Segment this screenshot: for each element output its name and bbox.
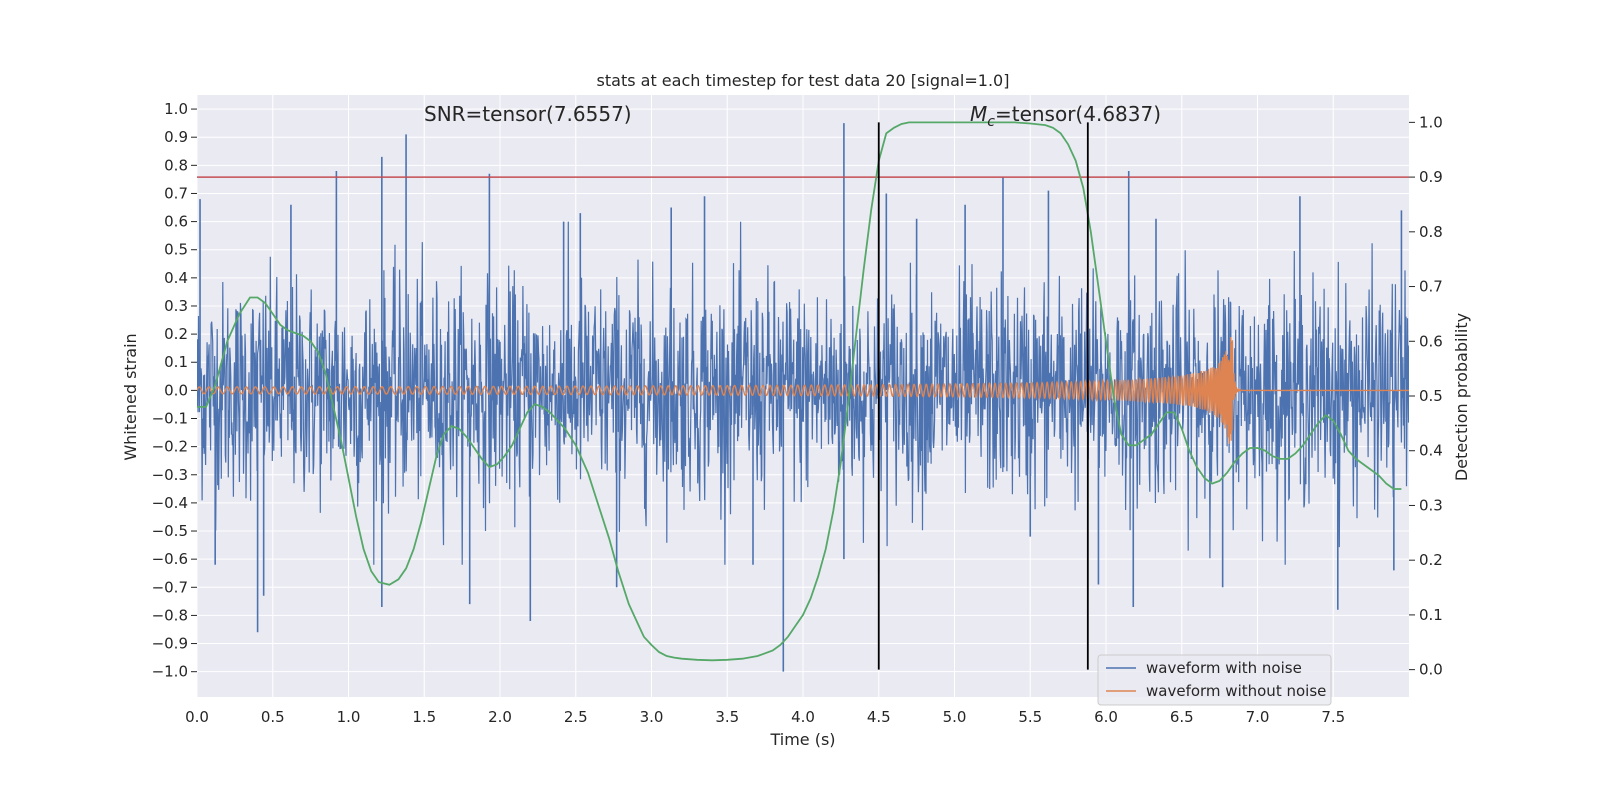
x-tick-label: 4.0	[791, 708, 815, 726]
chirp-mass-annotation: Mc=tensor(4.6837)	[970, 102, 1161, 130]
y-tick-label: 0.2	[164, 325, 188, 343]
y2-tick-label: 0.2	[1419, 551, 1443, 569]
y-tick-label: 0.9	[164, 128, 188, 146]
x-tick-label: 4.5	[867, 708, 891, 726]
x-tick-label: 5.0	[943, 708, 967, 726]
y-tick-label: 0.4	[164, 269, 188, 287]
y-tick-label: 0.8	[164, 156, 188, 174]
y-tick-label: 1.0	[164, 100, 188, 118]
chirp-mass-value: =tensor(4.6837)	[995, 102, 1161, 126]
chirp-mass-subscript: c	[987, 114, 995, 130]
y-tick-label: −0.6	[152, 550, 188, 568]
snr-annotation: SNR=tensor(7.6557)	[424, 102, 632, 126]
x-tick-label: 5.5	[1018, 708, 1042, 726]
x-tick-label: 1.5	[412, 708, 436, 726]
legend: waveform with noise waveform without noi…	[1097, 654, 1332, 706]
y-tick-labels: 1.0 0.9 0.8 0.7 0.6 0.5 0.4 0.3 0.2 0.1 0.0 −0.1 −0.…	[152, 100, 197, 681]
x-axis-label: Time (s)	[769, 730, 835, 749]
chirp-mass-symbol: M	[970, 102, 987, 126]
clean-trace	[197, 336, 1409, 444]
y-tick-label: −0.4	[152, 494, 188, 512]
x-tick-label: 2.5	[564, 708, 588, 726]
vertical-markers	[877, 122, 1089, 670]
y-tick-label: 0.3	[164, 297, 188, 315]
y-tick-label: 0.0	[164, 381, 188, 399]
x-tick-label: 6.5	[1170, 708, 1194, 726]
y-tick-label: 0.7	[164, 184, 188, 202]
x-tick-label: 6.0	[1094, 708, 1118, 726]
x-tick-label: 0.5	[261, 708, 285, 726]
y-tick-label: −0.7	[152, 578, 188, 596]
probability-line	[197, 121, 1402, 662]
y2-axis-label: Detection probability	[1452, 313, 1471, 481]
y-tick-label: −0.3	[152, 466, 188, 484]
x-tick-label: 0.0	[185, 708, 209, 726]
x-tick-label: 3.0	[640, 708, 664, 726]
y2-tick-label: 0.6	[1419, 332, 1443, 350]
x-tick-label: 2.0	[488, 708, 512, 726]
y2-tick-label: 0.7	[1419, 278, 1443, 296]
chart-title: stats at each timestep for test data 20 …	[597, 71, 1010, 90]
y2-tick-label: 0.1	[1419, 606, 1443, 624]
y-tick-label: 0.5	[164, 241, 188, 259]
y2-tick-labels: 1.0 0.9 0.8 0.7 0.6 0.5 0.4 0.3 0.2 0.1 0.0	[1409, 113, 1443, 679]
y-tick-label: −0.1	[152, 410, 188, 428]
y2-tick-label: 0.3	[1419, 496, 1443, 514]
y-tick-label: −0.5	[152, 522, 188, 540]
y-tick-label: −1.0	[152, 663, 188, 681]
x-tick-label: 3.5	[715, 708, 739, 726]
y2-tick-label: 0.0	[1419, 661, 1443, 679]
legend-label-clean: waveform without noise	[1146, 682, 1326, 700]
x-tick-label: 1.0	[337, 708, 361, 726]
x-tick-labels: 0.0 0.5 1.0 1.5 2.0 2.5 3.0 3.5 4.0 4.5 5.0 5.5 6.0 6…	[185, 708, 1345, 726]
y2-tick-label: 0.9	[1419, 168, 1443, 186]
y-tick-label: 0.6	[164, 213, 188, 231]
series-waveform-without-noise	[197, 336, 1409, 444]
y2-tick-label: 0.8	[1419, 223, 1443, 241]
series-detection-probability	[197, 121, 1402, 662]
x-tick-label: 7.5	[1321, 708, 1345, 726]
y-tick-label: 0.1	[164, 353, 188, 371]
y2-tick-label: 0.5	[1419, 387, 1443, 405]
y2-tick-label: 0.4	[1419, 442, 1443, 460]
y-tick-label: −0.9	[152, 635, 188, 653]
legend-label-noise: waveform with noise	[1146, 659, 1302, 677]
y-tick-label: −0.2	[152, 438, 188, 456]
y-tick-label: −0.8	[152, 606, 188, 624]
y-axis-label: Whitened strain	[121, 333, 140, 460]
x-tick-label: 7.0	[1246, 708, 1270, 726]
legend-box	[1097, 654, 1332, 706]
y2-tick-label: 1.0	[1419, 113, 1443, 131]
